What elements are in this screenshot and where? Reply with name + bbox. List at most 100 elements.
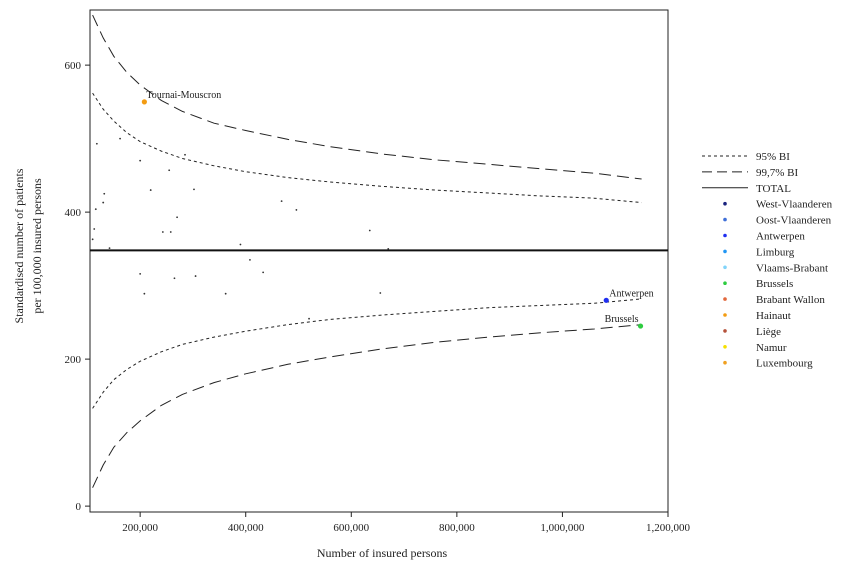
data-point [161, 231, 164, 233]
legend-marker [723, 233, 727, 238]
legend-label: Vlaams-Brabant [756, 262, 828, 274]
legend-marker [723, 329, 727, 333]
legend-marker [723, 217, 727, 222]
data-point [91, 238, 94, 241]
legend-label: TOTAL [756, 183, 791, 195]
data-point [295, 209, 298, 211]
highlighted-point [637, 323, 644, 329]
legend-label: Hainaut [756, 310, 791, 322]
y-axis: 0 200 400 600 [65, 60, 90, 513]
confidence-limits [90, 14, 668, 488]
legend-label: Limburg [756, 246, 795, 258]
x-tick-label: 800,000 [439, 522, 475, 534]
x-tick-label: 200,000 [122, 522, 158, 534]
highlighted-point [141, 99, 147, 105]
point-label: Antwerpen [609, 288, 653, 299]
data-point [139, 272, 142, 275]
point-label: Brussels [605, 314, 639, 325]
legend-marker [723, 360, 727, 365]
point-annotations: Tournai-Mouscron Antwerpen Brussels [146, 90, 653, 325]
legend-label: 95% BI [756, 151, 790, 163]
legend: 95% BI 99,7% BI TOTAL West-Vlaanderen Oost-V… [702, 151, 833, 370]
legend-item: Antwerpen [723, 231, 805, 243]
data-point [93, 228, 96, 230]
legend-label: Oost-Vlaanderen [756, 215, 832, 227]
legend-item: Namur [723, 342, 787, 354]
x-axis: 200,000 400,000 600,000 800,000 1,000,000 1,2… [122, 512, 691, 534]
legend-label: Brussels [756, 278, 793, 290]
legend-label: Luxembourg [756, 358, 813, 370]
legend-label: West-Vlaanderen [756, 199, 833, 211]
point-label: Tournai-Mouscron [146, 90, 221, 101]
legend-item: Limburg [723, 246, 795, 258]
legend-label: Brabant Wallon [756, 294, 825, 306]
x-tick-label: 1,200,000 [646, 522, 691, 534]
highlighted-point [603, 297, 609, 303]
data-point [194, 275, 197, 277]
legend-item: TOTAL [702, 183, 791, 195]
data-point [184, 153, 186, 156]
ci997-lower-line [92, 324, 642, 488]
legend-marker [723, 281, 727, 286]
data-point [102, 201, 105, 204]
data-point [379, 292, 382, 294]
legend-item: Brabant Wallon [723, 294, 825, 306]
legend-item: Luxembourg [723, 358, 813, 370]
y-tick-label: 0 [76, 501, 82, 513]
legend-item: Vlaams-Brabant [723, 262, 828, 274]
data-point [108, 247, 111, 250]
legend-marker [723, 313, 727, 317]
ci95-upper-line [92, 92, 642, 204]
legend-item: 99,7% BI [702, 167, 799, 179]
data-points [91, 99, 644, 329]
y-tick-label: 200 [65, 354, 82, 366]
y-tick-label: 400 [65, 207, 82, 219]
data-point [239, 243, 242, 246]
legend-marker [723, 201, 727, 206]
data-point [249, 258, 251, 261]
legend-marker [723, 265, 727, 270]
data-point [103, 192, 106, 195]
data-point [176, 216, 178, 219]
x-tick-label: 400,000 [228, 522, 264, 534]
data-point [387, 247, 390, 250]
legend-label: Liège [756, 326, 781, 338]
legend-marker [723, 345, 727, 349]
legend-item: West-Vlaanderen [723, 199, 833, 211]
y-tick-label: 600 [65, 60, 82, 72]
legend-item: Hainaut [723, 310, 791, 322]
legend-item: Liège [723, 326, 781, 338]
data-point [280, 200, 283, 202]
legend-label: 99,7% BI [756, 167, 799, 179]
data-point [168, 169, 171, 172]
legend-marker [723, 249, 727, 254]
plot-frame [89, 9, 669, 513]
data-point [119, 137, 121, 140]
data-point [143, 292, 146, 295]
data-point [95, 142, 98, 145]
data-point [149, 189, 152, 191]
data-point [308, 317, 310, 320]
data-point [173, 277, 176, 280]
legend-label: Namur [756, 342, 787, 354]
legend-label: Antwerpen [756, 231, 805, 243]
data-point [262, 271, 265, 274]
data-point [368, 229, 371, 232]
data-point [169, 231, 172, 233]
legend-item: Brussels [723, 278, 793, 290]
ci997-upper-line [92, 14, 642, 180]
y-axis-title: Standardised number of patients [12, 168, 26, 323]
data-point [224, 292, 227, 295]
x-tick-label: 600,000 [333, 522, 369, 534]
legend-item: Oost-Vlaanderen [723, 215, 832, 227]
data-point [139, 159, 142, 162]
x-tick-label: 1,000,000 [540, 522, 585, 534]
ci95-lower-line [92, 298, 642, 409]
legend-marker [723, 297, 727, 301]
data-point [94, 208, 97, 211]
data-point [193, 188, 195, 191]
x-axis-title: Number of insured persons [317, 546, 448, 560]
y-axis-title-line2: per 100,000 insured persons [30, 178, 44, 314]
legend-item: 95% BI [702, 151, 790, 163]
